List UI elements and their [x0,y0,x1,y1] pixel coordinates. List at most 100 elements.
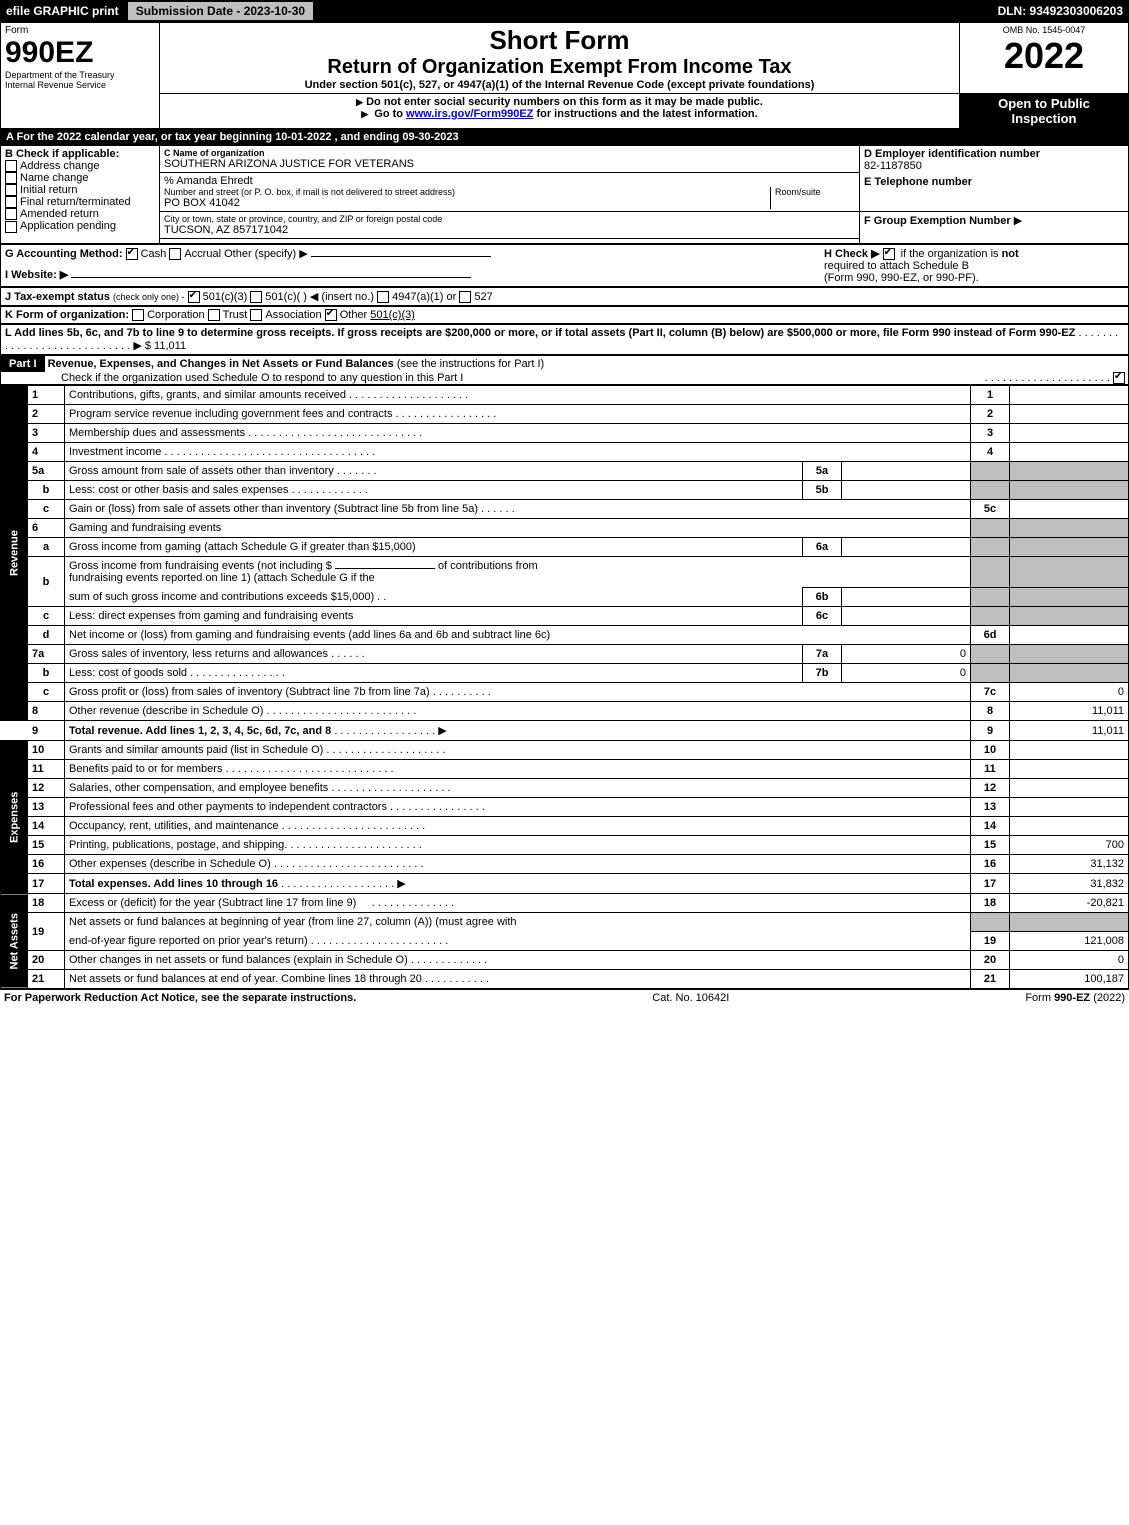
ssn-note: Do not enter social security numbers on … [164,96,955,108]
r5a-mv [842,462,971,481]
r20-n: 20 [28,950,65,969]
k-corp: Corporation [147,309,204,321]
footer-right-pre: Form [1025,992,1054,1004]
r14-n: 14 [28,817,65,836]
r3-n: 3 [28,424,65,443]
part1-label: Part I [1,356,45,372]
r11-rn: 11 [971,760,1010,779]
goto-note: Go to www.irs.gov/Form990EZ for instruct… [164,108,955,120]
r7a-mv: 0 [842,645,971,664]
r6c-n: c [28,607,65,626]
r19-rv1 [1010,913,1129,932]
r6a-n: a [28,538,65,557]
r6c-mn: 6c [803,607,842,626]
top-bar: efile GRAPHIC print Submission Date - 20… [0,0,1129,22]
r6-rn [971,519,1010,538]
j-501c-cb[interactable] [250,291,262,303]
r5a-rv [1010,462,1129,481]
r13-n: 13 [28,798,65,817]
r9-rn: 9 [971,721,1010,741]
r7a-rv [1010,645,1129,664]
h-text: if the organization is [901,248,999,260]
r7b-mv: 0 [842,664,971,683]
r5b-d: Less: cost or other basis and sales expe… [69,484,289,496]
f-label: F Group Exemption Number [864,215,1011,227]
b-final[interactable]: Final return/terminated [5,196,155,208]
g-cash-cb[interactable] [126,248,138,260]
r6c-mv [842,607,971,626]
r18-d: Excess or (deficit) for the year (Subtra… [69,897,356,909]
r5b-rv [1010,481,1129,500]
r6a-mn: 6a [803,538,842,557]
r10-n: 10 [28,741,65,760]
return-title: Return of Organization Exempt From Incom… [164,56,955,79]
part1-cb[interactable] [1113,372,1125,384]
dept-treasury: Department of the Treasury [5,70,155,80]
i-label: I Website: ▶ [5,269,68,281]
j-row: J Tax-exempt status (check only one) - 5… [1,288,1129,306]
r5a-rn [971,462,1010,481]
g-accrual-cb[interactable] [169,248,181,260]
form-header-table: Form 990EZ Department of the Treasury In… [0,22,1129,129]
r6b-mv [842,588,971,607]
part1-title: Revenue, Expenses, and Changes in Net As… [48,358,394,370]
b-pending[interactable]: Application pending [5,220,155,232]
r5b-mv [842,481,971,500]
ein: 82-1187850 [864,160,1124,172]
c-label: C Name of organization [164,148,855,158]
r6-rv [1010,519,1129,538]
r7c-rv: 0 [1010,683,1129,702]
g-cash: Cash [141,248,167,260]
r11-d: Benefits paid to or for members [69,763,222,775]
r8-d: Other revenue (describe in Schedule O) [69,705,263,717]
r5b-rn [971,481,1010,500]
open-inspection: Open to Public Inspection [960,94,1129,129]
r14-d: Occupancy, rent, utilities, and maintena… [69,820,279,832]
k-row: K Form of organization: Corporation Trus… [1,307,1129,324]
r17-d: Total expenses. Add lines 10 through 16 [69,878,278,890]
website-field[interactable] [71,277,471,278]
r20-rn: 20 [971,950,1010,969]
b-name[interactable]: Name change [5,172,155,184]
r5c-n: c [28,500,65,519]
r6a-d: Gross income from gaming (attach Schedul… [65,538,803,557]
h-cb[interactable] [883,248,895,260]
r15-rn: 15 [971,836,1010,855]
room-label: Room/suite [775,187,855,197]
k-corp-cb[interactable] [132,309,144,321]
r6b-rn1 [971,557,1010,588]
r5a-mn: 5a [803,462,842,481]
form-number: 990EZ [5,36,155,70]
k-trust-cb[interactable] [208,309,220,321]
b-amended[interactable]: Amended return [5,208,155,220]
k-other-cb[interactable] [325,309,337,321]
j-501c3-cb[interactable] [188,291,200,303]
r14-rn: 14 [971,817,1010,836]
f-arrow: ▶ [1014,215,1022,227]
b-addr[interactable]: Address change [5,160,155,172]
r15-d: Printing, publications, postage, and shi… [69,839,287,851]
b-initial[interactable]: Initial return [5,184,155,196]
r19-n: 19 [28,913,65,951]
r5c-d: Gain or (loss) from sale of assets other… [69,503,478,515]
gh-table: G Accounting Method: Cash Accrual Other … [0,244,1129,287]
r8-rn: 8 [971,702,1010,721]
r18-rn: 18 [971,894,1010,913]
h-not: not [1002,248,1019,260]
k-assoc-cb[interactable] [250,309,262,321]
r7c-rn: 7c [971,683,1010,702]
r21-n: 21 [28,969,65,988]
line-a: A For the 2022 calendar year, or tax yea… [0,129,1129,145]
goto-pre: Go to [374,108,406,120]
irs-link[interactable]: www.irs.gov/Form990EZ [406,108,533,120]
r14-rv [1010,817,1129,836]
b-pending-label: Application pending [20,220,116,232]
r6d-rv [1010,626,1129,645]
part1-paren: (see the instructions for Part I) [397,358,544,370]
j-4947-cb[interactable] [377,291,389,303]
j-527-cb[interactable] [459,291,471,303]
r1-d: Contributions, gifts, grants, and simila… [69,389,346,401]
g-other: Other (specify) ▶ [224,248,308,260]
city: TUCSON, AZ 857171042 [164,224,855,236]
goto-post: for instructions and the latest informat… [533,108,757,120]
